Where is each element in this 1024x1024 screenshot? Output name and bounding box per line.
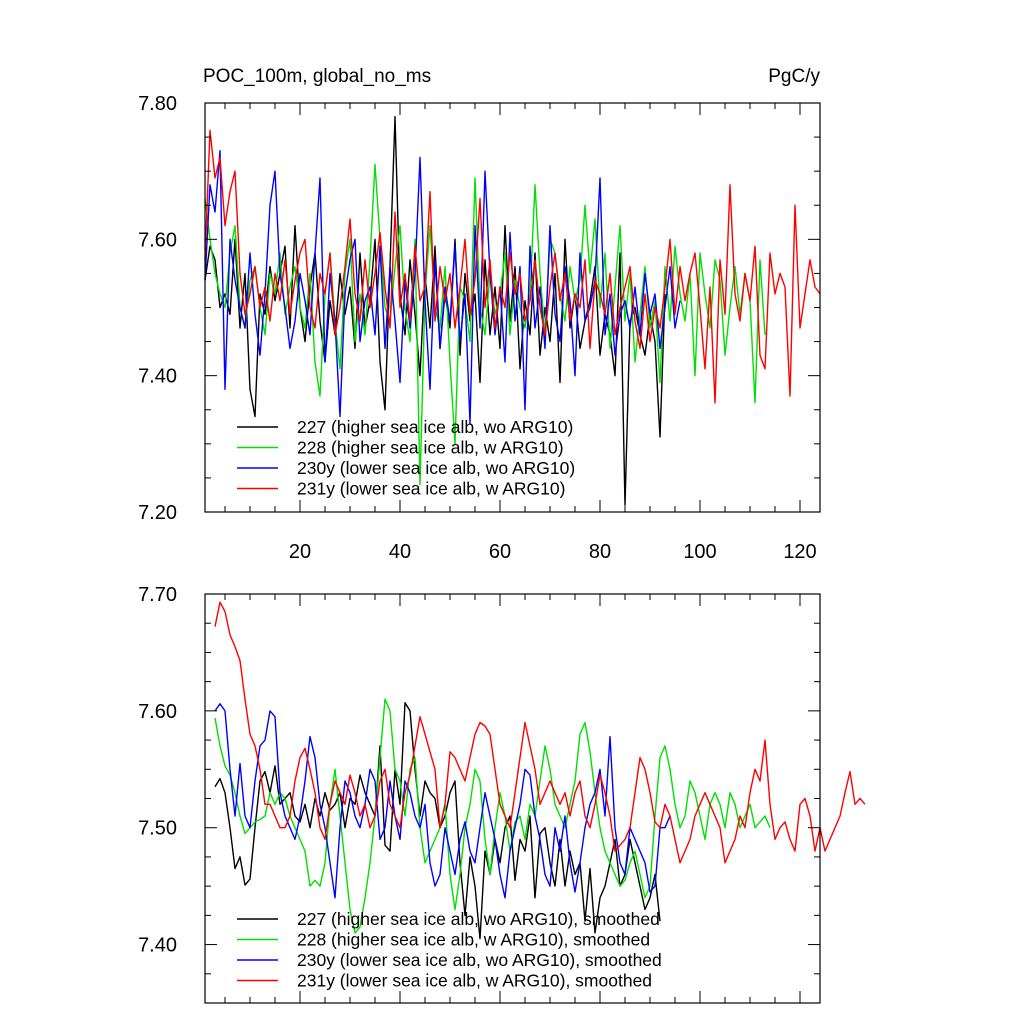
top-series-line-4 bbox=[204, 129, 821, 404]
bottom-legend-label: 230y (lower sea ice alb, wo ARG10), smoo… bbox=[297, 950, 662, 970]
bottom-ytick-label: 7.70 bbox=[138, 584, 177, 606]
bottom-legend-label: 228 (higher sea ice alb, w ARG10), smoot… bbox=[297, 930, 650, 950]
bottom-ytick-label: 7.50 bbox=[138, 818, 177, 840]
top-ytick-label: 7.20 bbox=[138, 502, 177, 524]
bottom-legend-label: 231y (lower sea ice alb, w ARG10), smoot… bbox=[297, 971, 652, 991]
top-xtick-label: 120 bbox=[783, 541, 816, 563]
top-legend-label: 231y (lower sea ice alb, w ARG10) bbox=[297, 479, 565, 499]
top-xtick-label: 80 bbox=[589, 541, 611, 563]
top-ytick-label: 7.40 bbox=[138, 366, 177, 388]
bottom-ytick-label: 7.40 bbox=[138, 935, 177, 957]
top-series-line-3 bbox=[204, 149, 681, 425]
bottom-legend-label: 227 (higher sea ice alb, wo ARG10), smoo… bbox=[297, 909, 660, 929]
top-xtick-label: 40 bbox=[389, 541, 411, 563]
bottom-series-line-3 bbox=[214, 703, 671, 899]
chart-units-label: PgC/y bbox=[768, 66, 820, 87]
top-xtick-label: 60 bbox=[489, 541, 511, 563]
bottom-series-line-1 bbox=[214, 702, 661, 940]
top-ytick-label: 7.60 bbox=[138, 229, 177, 251]
bottom-ytick-label: 7.60 bbox=[138, 701, 177, 723]
top-xtick-label: 20 bbox=[289, 541, 311, 563]
chart-title: POC_100m, global_no_ms bbox=[203, 66, 431, 87]
bottom-series-line-2 bbox=[214, 698, 771, 934]
top-ytick-label: 7.80 bbox=[138, 93, 177, 115]
top-panel: 7.20 7.40 7.60 7.80 20 40 60 80 100 120 227 (highe… bbox=[138, 93, 821, 563]
bottom-panel: 7.40 7.50 7.60 7.70 227 (higher sea ice alb,… bbox=[138, 584, 866, 1004]
top-legend-label: 228 (higher sea ice alb, w ARG10) bbox=[297, 438, 564, 458]
bottom-series-line-4 bbox=[214, 601, 866, 864]
top-legend-label: 230y (lower sea ice alb, wo ARG10) bbox=[297, 458, 575, 478]
top-legend-label: 227 (higher sea ice alb, wo ARG10) bbox=[297, 417, 573, 437]
top-xtick-label: 100 bbox=[683, 541, 716, 563]
